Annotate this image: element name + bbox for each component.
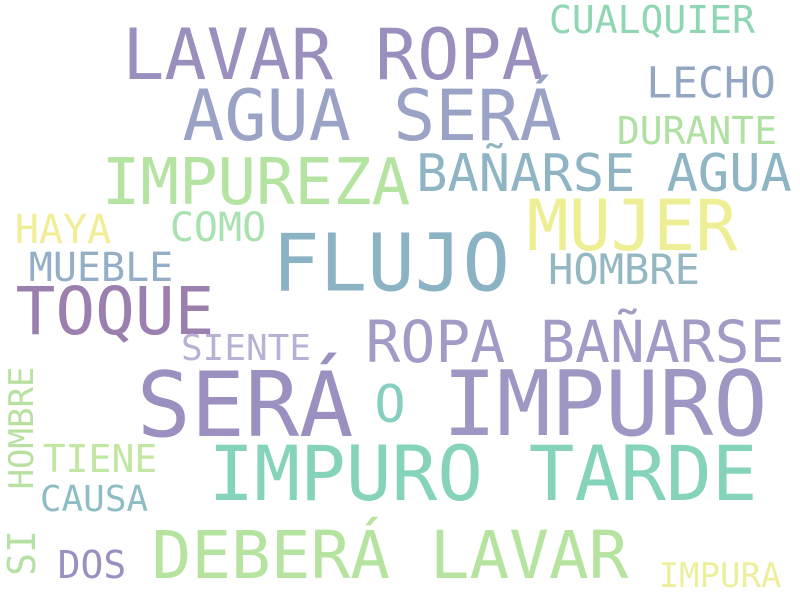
word-o: O bbox=[374, 375, 406, 435]
word-agua-sera: AGUA SERÁ bbox=[182, 75, 562, 157]
word-mueble: MUEBLE bbox=[28, 245, 174, 291]
word-ropa-banarse: ROPA BAÑARSE bbox=[365, 308, 785, 376]
word-mujer: MUJER bbox=[526, 185, 738, 267]
word-lecho: LECHO bbox=[646, 58, 776, 109]
word-tiene: TIENE bbox=[42, 437, 158, 481]
word-toque: TOQUE bbox=[15, 273, 215, 350]
word-sera: SERÁ bbox=[136, 353, 354, 458]
word-cualquier: CUALQUIER bbox=[549, 0, 755, 42]
word-impuro-tarde: IMPURO TARDE bbox=[208, 429, 758, 518]
word-impuro: IMPURO bbox=[442, 352, 768, 457]
word-causa: CAUSA bbox=[39, 479, 149, 520]
word-dos: DOS bbox=[57, 543, 127, 587]
word-banarse-agua: BAÑARSE AGUA bbox=[416, 144, 792, 204]
word-debera-lavar: DEBERÁ LAVAR bbox=[151, 517, 629, 594]
word-lavar-ropa: LAVAR ROPA bbox=[122, 14, 544, 96]
word-impureza: IMPUREZA bbox=[101, 146, 411, 220]
word-como: COMO bbox=[169, 205, 267, 251]
word-durante: DURANTE bbox=[616, 109, 778, 153]
word-siente: SIENTE bbox=[180, 328, 312, 369]
word-impura: IMPURA bbox=[658, 556, 782, 596]
word-si-vertical: SI bbox=[0, 530, 44, 576]
word-flujo: FLUJO bbox=[272, 217, 510, 310]
word-hombre-vertical: HOMBRE bbox=[2, 366, 42, 490]
word-haya: HAYA bbox=[14, 207, 112, 253]
word-hombre: HOMBRE bbox=[548, 245, 700, 294]
